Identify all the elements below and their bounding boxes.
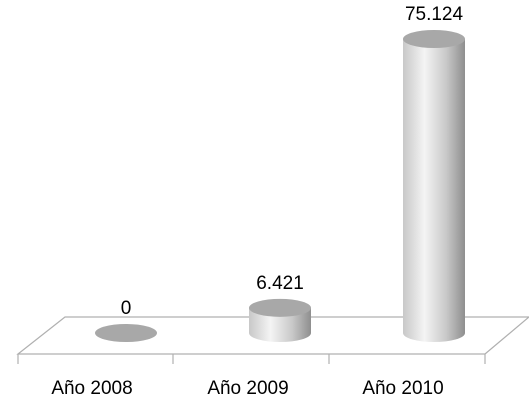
bar-3: [403, 30, 465, 342]
data-label: 75.124: [405, 4, 464, 25]
category-label: Año 2010: [362, 378, 443, 399]
bar-top: [249, 298, 311, 317]
bar-2: [249, 298, 311, 342]
bar-top: [403, 30, 465, 48]
data-label: 0: [121, 298, 132, 319]
data-label: 6.421: [256, 273, 304, 294]
category-label: Año 2008: [51, 378, 132, 399]
category-label: Año 2009: [207, 378, 288, 399]
floor-plane: [16, 316, 529, 364]
bar-1: [95, 324, 157, 342]
bar-body: [249, 307, 311, 342]
bar-top: [95, 324, 157, 342]
bar-body: [403, 39, 465, 342]
